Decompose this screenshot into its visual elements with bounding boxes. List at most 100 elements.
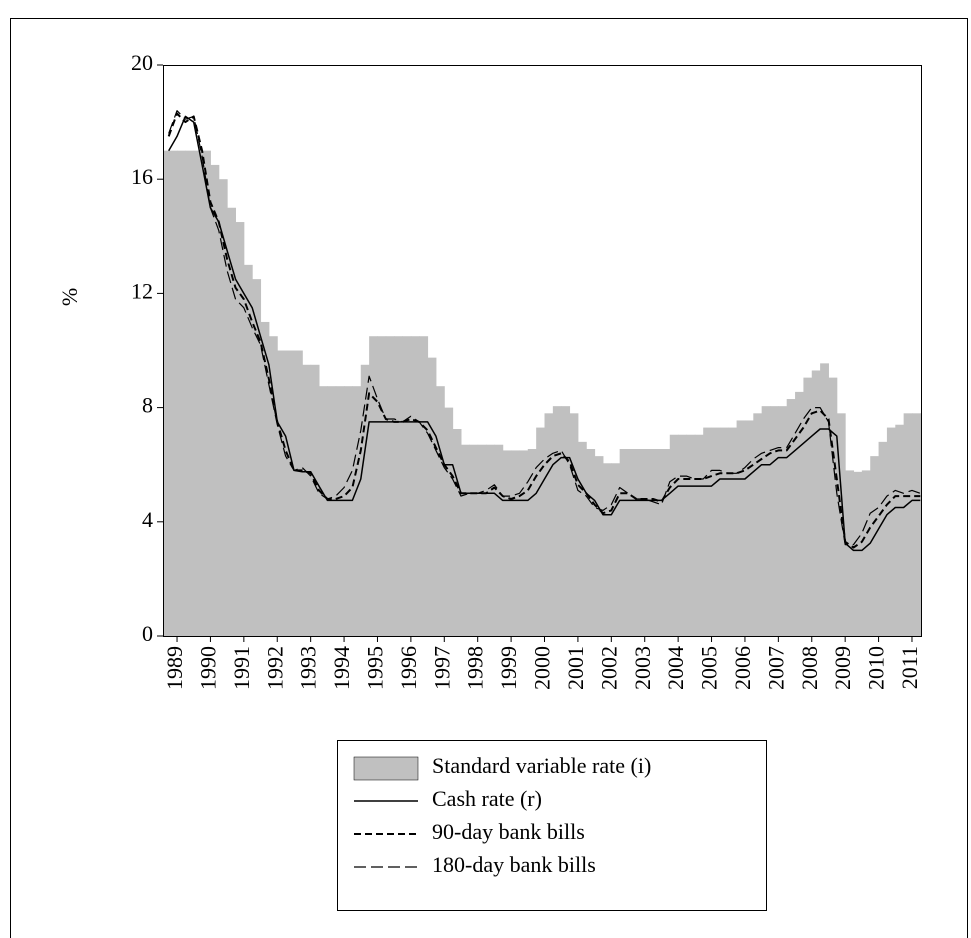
area-step xyxy=(836,413,846,636)
area-step xyxy=(319,386,328,636)
area-step xyxy=(552,406,562,636)
area-step xyxy=(419,336,429,636)
area-step xyxy=(653,448,662,636)
y-tick-label: 4 xyxy=(142,507,153,532)
area-step xyxy=(870,456,880,636)
area-step xyxy=(619,448,629,636)
area-step xyxy=(903,413,913,636)
area-step xyxy=(719,427,729,636)
plot-area xyxy=(163,110,922,637)
area-step xyxy=(410,336,420,636)
area-step xyxy=(394,336,404,636)
x-tick-label: 2009 xyxy=(830,646,855,690)
area-step xyxy=(402,336,412,636)
area-step xyxy=(845,470,855,636)
area-step xyxy=(210,164,220,637)
area-step xyxy=(586,448,596,636)
area-step xyxy=(486,444,495,636)
area-step xyxy=(544,413,554,636)
area-step xyxy=(678,434,687,636)
y-tick-label: 0 xyxy=(142,621,153,646)
area-step xyxy=(293,350,303,636)
area-step xyxy=(327,386,337,636)
area-step xyxy=(260,321,270,636)
x-tick-label: 1990 xyxy=(195,646,220,690)
area-step xyxy=(202,150,211,636)
area-step xyxy=(277,350,287,636)
area-step xyxy=(920,413,922,636)
x-tick-label: 2005 xyxy=(697,646,722,690)
area-step xyxy=(778,406,788,636)
x-tick-label: 1992 xyxy=(262,646,287,690)
x-tick-label: 2006 xyxy=(730,646,755,690)
area-step xyxy=(853,471,863,636)
area-step xyxy=(786,399,796,636)
y-tick-label: 12 xyxy=(131,278,153,303)
x-tick-label: 1993 xyxy=(296,646,321,690)
area-step xyxy=(611,463,621,636)
area-step xyxy=(711,427,721,636)
x-tick-label: 1994 xyxy=(329,646,354,690)
x-tick-label: 2002 xyxy=(596,646,621,690)
legend-label: 180-day bank bills xyxy=(432,852,596,877)
x-tick-label: 1989 xyxy=(162,646,187,690)
area-step xyxy=(235,222,245,636)
area-step xyxy=(886,427,896,636)
x-tick-label: 2011 xyxy=(897,646,922,689)
area-step xyxy=(911,413,921,636)
area-step xyxy=(644,448,654,636)
x-tick-label: 2004 xyxy=(663,646,688,690)
area-step xyxy=(252,279,262,636)
area-step xyxy=(736,420,746,636)
area-step xyxy=(820,363,829,636)
frame xyxy=(10,18,968,938)
line xyxy=(168,110,921,546)
area-step xyxy=(385,336,395,636)
area-step xyxy=(803,377,813,636)
area-step xyxy=(227,207,236,636)
x-tick-label: 1996 xyxy=(396,646,421,690)
area-step xyxy=(185,150,195,636)
area-step xyxy=(811,370,821,636)
area-step xyxy=(602,463,612,636)
legend-label: Standard variable rate (i) xyxy=(432,753,651,778)
y-tick-label: 20 xyxy=(131,50,153,75)
area-step xyxy=(310,364,320,636)
area-step xyxy=(435,386,445,636)
area-step xyxy=(527,448,537,636)
x-tick-label: 2000 xyxy=(530,646,555,690)
area-step xyxy=(744,420,754,636)
area-step xyxy=(561,406,571,636)
area-step xyxy=(761,406,771,636)
legend-label: 90-day bank bills xyxy=(432,819,585,844)
area-step xyxy=(636,448,646,636)
x-tick-label: 1999 xyxy=(496,646,521,690)
area-step xyxy=(344,386,353,636)
area-step xyxy=(494,444,504,636)
x-tick-label: 1991 xyxy=(229,646,254,690)
area-step xyxy=(511,450,520,636)
area-step xyxy=(352,386,362,636)
x-tick-label: 2007 xyxy=(763,646,788,690)
legend-label: Cash rate (r) xyxy=(432,786,542,811)
area-step xyxy=(460,444,470,636)
area-step xyxy=(268,336,278,636)
area-step xyxy=(218,179,228,636)
area-step xyxy=(753,413,763,636)
area-step xyxy=(452,429,462,636)
x-tick-label: 2003 xyxy=(630,646,655,690)
area-step xyxy=(770,406,779,636)
area-step xyxy=(569,413,579,636)
area-step xyxy=(828,377,838,636)
area-step xyxy=(628,448,637,636)
line xyxy=(167,112,921,549)
area-step xyxy=(444,407,454,636)
area-step xyxy=(360,364,370,636)
legend xyxy=(337,740,767,911)
area-step xyxy=(193,150,203,636)
area-step xyxy=(519,450,529,636)
area-step xyxy=(861,470,871,636)
area-step xyxy=(669,434,679,636)
area-step xyxy=(377,336,387,636)
